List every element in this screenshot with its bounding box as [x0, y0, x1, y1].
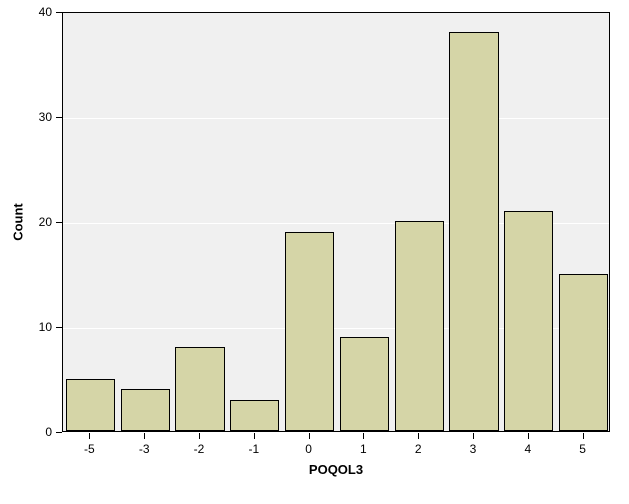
y-tick [56, 432, 62, 433]
y-tick [56, 12, 62, 13]
y-tick-label: 10 [39, 320, 52, 334]
x-tick-label: -1 [248, 442, 259, 456]
histogram-bar [230, 400, 279, 432]
histogram-bar [559, 274, 608, 432]
x-tick [473, 433, 474, 439]
x-tick [528, 433, 529, 439]
y-tick-label: 20 [39, 215, 52, 229]
y-tick [56, 327, 62, 328]
x-axis-label: POQOL3 [309, 462, 363, 477]
x-tick [583, 433, 584, 439]
y-tick-label: 40 [39, 5, 52, 19]
x-tick [89, 433, 90, 439]
x-tick [418, 433, 419, 439]
grid-line [63, 118, 609, 119]
histogram-bar [449, 32, 498, 431]
histogram-bar [175, 347, 224, 431]
histogram-bar [121, 389, 170, 431]
histogram-bar [395, 221, 444, 431]
x-tick-label: -3 [139, 442, 150, 456]
x-tick-label: 4 [524, 442, 531, 456]
x-tick [199, 433, 200, 439]
histogram-bar [285, 232, 334, 432]
histogram-bar [66, 379, 115, 432]
x-tick-label: 3 [470, 442, 477, 456]
x-tick-label: 0 [305, 442, 312, 456]
y-tick [56, 117, 62, 118]
x-tick [144, 433, 145, 439]
x-tick [254, 433, 255, 439]
histogram-bar [340, 337, 389, 432]
x-tick-label: -5 [84, 442, 95, 456]
histogram-bar [504, 211, 553, 432]
x-tick-label: -2 [194, 442, 205, 456]
y-tick [56, 222, 62, 223]
y-tick-label: 0 [45, 425, 52, 439]
x-tick-label: 5 [579, 442, 586, 456]
y-axis-label: Count [11, 203, 26, 241]
x-tick [363, 433, 364, 439]
x-tick [309, 433, 310, 439]
plot-area [62, 12, 610, 432]
histogram-chart: Count POQOL3 0 10 20 30 40 -5 -3 -2 -1 0 1 2 3 4 5 [0, 0, 629, 504]
x-tick-label: 2 [415, 442, 422, 456]
x-tick-label: 1 [360, 442, 367, 456]
y-tick-label: 30 [39, 110, 52, 124]
